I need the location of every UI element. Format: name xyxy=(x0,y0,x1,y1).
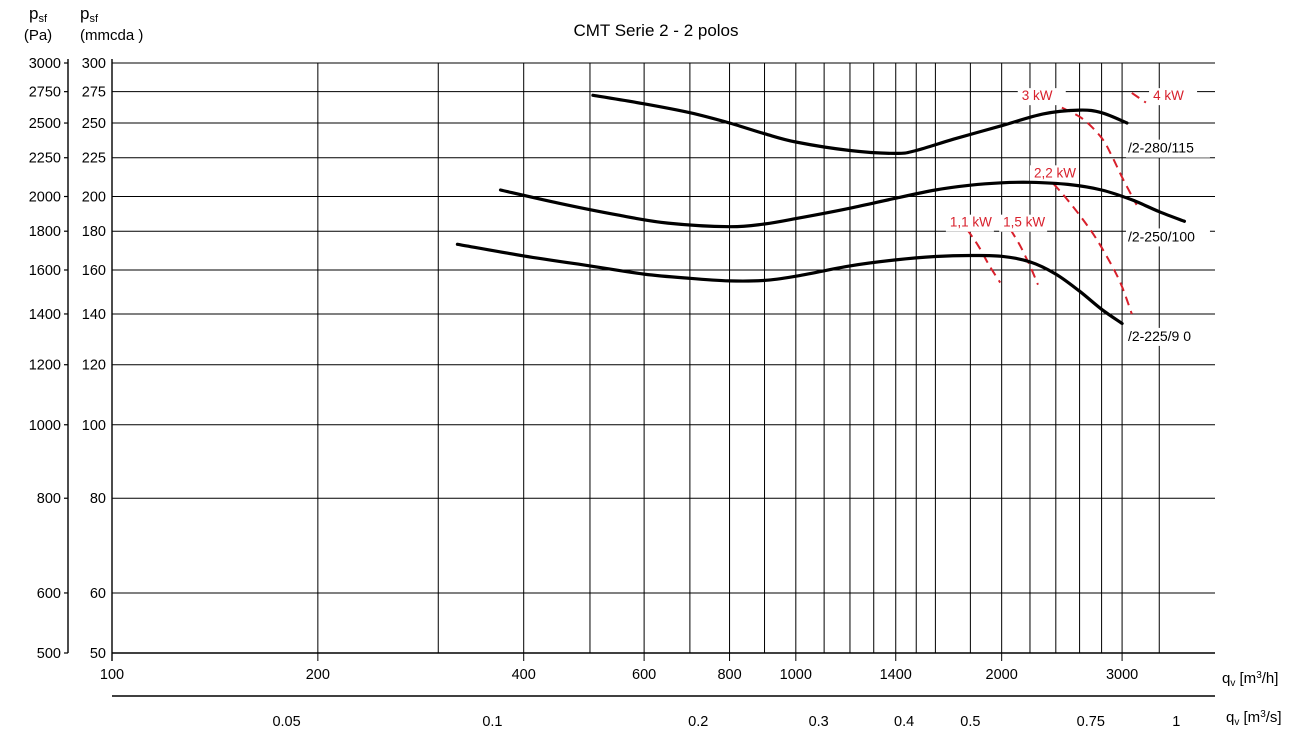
power-label-background xyxy=(1017,88,1066,106)
power-label: 2,2 kW xyxy=(1034,165,1076,180)
x-label-m3h-unit-pre: [m xyxy=(1235,670,1256,687)
y-tick-label-pa: 2500 xyxy=(29,116,61,132)
y-tick-label-mmcda: 120 xyxy=(82,358,106,374)
x-label-m3h-superscript: 3 xyxy=(1256,670,1262,681)
x-tick-label-m3h: 400 xyxy=(512,667,536,683)
fan-curves xyxy=(455,93,1186,326)
y-tick-label-mmcda: 275 xyxy=(82,85,106,101)
x-label-m3s-symbol: q xyxy=(1226,709,1234,726)
svg-text:psf: psf xyxy=(29,4,48,25)
power-label: 1,5 kW xyxy=(1003,215,1045,230)
y-tick-label-pa: 600 xyxy=(37,586,61,602)
fan-curve xyxy=(455,242,1124,326)
x-label-m3h-symbol: q xyxy=(1222,670,1230,687)
y-tick-labels: 500 50 600 60 800 80 1000 100 1200 120 1400 140 1600… xyxy=(29,56,106,662)
x-label-m3s-unit-post: /s] xyxy=(1266,709,1282,726)
y-right-label-subscript: sf xyxy=(89,13,99,25)
power-line xyxy=(1042,172,1133,315)
power-label-background xyxy=(1029,165,1078,183)
y-right-label-unit: (mmcda ) xyxy=(80,27,143,44)
curve-label-background xyxy=(1125,228,1210,247)
y-tick-label-mmcda: 100 xyxy=(82,418,106,434)
axes xyxy=(67,59,1215,697)
curve-label: /2-250/100 xyxy=(1128,228,1195,244)
power-label-background xyxy=(999,214,1048,232)
x-tick-label-m3s: 0.05 xyxy=(272,714,300,730)
x-tick-label-m3s: 0.5 xyxy=(960,714,980,730)
y-right-axis-label: psf (mmcda ) xyxy=(80,4,143,44)
x-label-m3s-superscript: 3 xyxy=(1260,709,1266,720)
x-label-m3h-unit-post: /h] xyxy=(1262,670,1279,687)
y-tick-label-pa: 800 xyxy=(37,491,61,507)
x-tick-label-m3s: 1 xyxy=(1172,714,1180,730)
y-tick-label-pa: 500 xyxy=(37,646,61,662)
x-tick-label-m3s: 0.75 xyxy=(1077,714,1105,730)
y-tick-label-pa: 2250 xyxy=(29,151,61,167)
y-tick-label-pa: 1800 xyxy=(29,224,61,240)
y-right-label-symbol: p xyxy=(80,4,89,23)
power-label: 3 kW xyxy=(1022,88,1053,103)
x-tick-label-m3h: 600 xyxy=(632,667,656,683)
curve-label: /2-225/9 0 xyxy=(1128,328,1191,344)
x-tick-label-m3h: 1400 xyxy=(880,667,912,683)
x-tick-label-m3h: 1000 xyxy=(780,667,812,683)
y-tick-label-mmcda: 180 xyxy=(82,224,106,240)
chart-title: CMT Serie 2 - 2 polos xyxy=(573,21,738,40)
x-tick-label-m3s: 0.2 xyxy=(688,714,708,730)
y-tick-label-mmcda: 300 xyxy=(82,56,106,72)
y-tick-label-mmcda: 200 xyxy=(82,190,106,206)
y-tick-label-pa: 1400 xyxy=(29,307,61,323)
y-tick-label-pa: 1200 xyxy=(29,358,61,374)
y-tick-label-mmcda: 60 xyxy=(90,586,106,602)
power-label: 1,1 kW xyxy=(950,215,992,230)
curve-label: /2-280/115 xyxy=(1128,140,1194,156)
power-label: 4 kW xyxy=(1153,88,1184,103)
y-tick-label-pa: 1600 xyxy=(29,263,61,279)
y-tick-label-pa: 2750 xyxy=(29,85,61,101)
x-tick-label-m3h: 3000 xyxy=(1106,667,1138,683)
y-tick-label-mmcda: 140 xyxy=(82,307,106,323)
fan-curve xyxy=(498,180,1186,229)
power-label-background xyxy=(945,214,994,232)
power-lines: 3 kW 4 kW 2,2 kW 1,1 kW 1,5 kW xyxy=(945,88,1198,315)
svg-text:qv [m3/s]: qv [m3/s] xyxy=(1226,709,1282,728)
x-tick-label-m3s: 0.4 xyxy=(894,714,914,730)
x-label-m3s-unit-pre: [m xyxy=(1239,709,1260,726)
x-tick-label-m3h: 200 xyxy=(306,667,330,683)
y-left-axis-label: psf (Pa) xyxy=(24,4,52,44)
power-line xyxy=(1061,106,1138,206)
y-tick-label-mmcda: 80 xyxy=(90,491,106,507)
y-tick-label-mmcda: 250 xyxy=(82,116,106,132)
x-tick-labels: 100 200 400 600 800 1000 1400 2000 3000 0.05 0.1 0.… xyxy=(100,653,1180,730)
y-tick-label-pa: 1000 xyxy=(29,418,61,434)
x-axis-label-m3h: qv [m3/h] xyxy=(1222,670,1278,689)
power-line xyxy=(1009,228,1039,286)
curve-labels: /2-280/115/2-250/100/2-225/9 0 xyxy=(1125,139,1210,346)
x-tick-label-m3h: 2000 xyxy=(986,667,1018,683)
y-tick-label-pa: 3000 xyxy=(29,56,61,72)
x-tick-label-m3h: 800 xyxy=(717,667,741,683)
power-label-background xyxy=(1149,88,1198,106)
y-left-label-unit: (Pa) xyxy=(24,27,52,44)
svg-text:psf: psf xyxy=(80,4,99,25)
y-tick-label-mmcda: 225 xyxy=(82,151,106,167)
curve-label-background xyxy=(1125,139,1210,158)
power-line xyxy=(1131,92,1147,104)
x-tick-label-m3h: 100 xyxy=(100,667,124,683)
fan-curve xyxy=(591,93,1129,156)
x-axis-label-m3s: qv [m3/s] xyxy=(1226,709,1282,728)
curve-label-background xyxy=(1125,327,1210,346)
x-label-m3h-subscript: v xyxy=(1230,678,1235,689)
y-tick-label-mmcda: 160 xyxy=(82,263,106,279)
x-label-m3s-subscript: v xyxy=(1234,717,1239,728)
x-tick-label-m3s: 0.1 xyxy=(482,714,502,730)
grid xyxy=(64,62,1215,654)
y-tick-label-mmcda: 50 xyxy=(90,646,106,662)
svg-text:qv [m3/h]: qv [m3/h] xyxy=(1222,670,1278,689)
y-left-label-subscript: sf xyxy=(38,13,48,25)
x-tick-label-m3s: 0.3 xyxy=(809,714,829,730)
y-tick-label-pa: 2000 xyxy=(29,190,61,206)
y-left-label-symbol: p xyxy=(29,4,38,23)
